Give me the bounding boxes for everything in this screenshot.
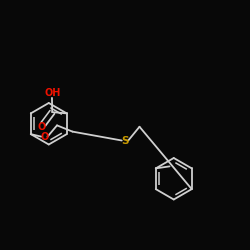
Text: O: O: [40, 132, 49, 141]
Text: O: O: [37, 122, 45, 132]
Text: S: S: [121, 136, 129, 145]
Text: OH: OH: [44, 88, 60, 98]
